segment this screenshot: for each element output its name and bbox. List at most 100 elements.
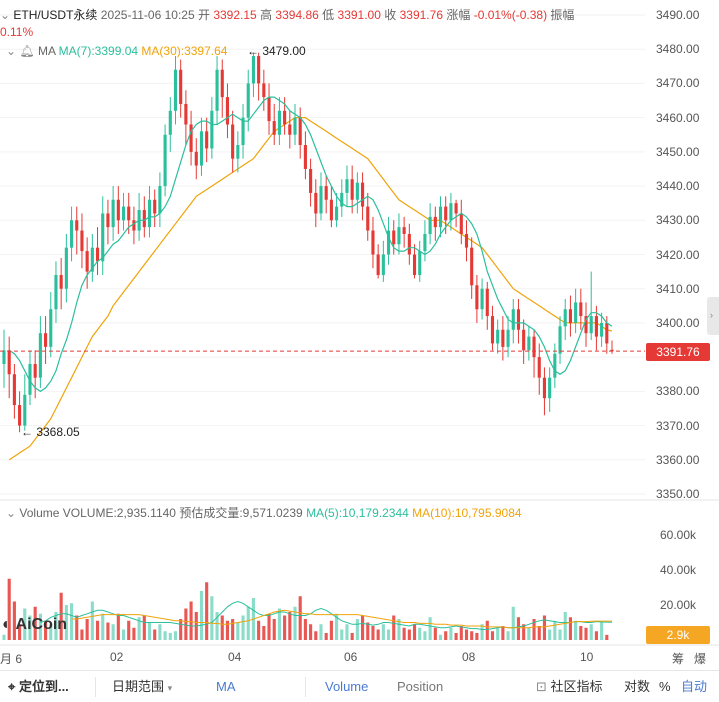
candle-body [516, 309, 521, 330]
volume-bar [64, 605, 68, 640]
volume-bar [563, 612, 567, 640]
collapse-icon[interactable]: ⌄ [6, 44, 17, 58]
ma30-legend: MA(30):3397.64 [141, 44, 228, 58]
volume-bar [392, 615, 396, 640]
candle-body [350, 179, 354, 200]
candle-body [407, 233, 411, 255]
ma-legend: ⌄ 🔔︎ MA MA(7):3399.04 MA(30):3397.64 [6, 44, 227, 58]
volume-ma5-line [40, 600, 613, 630]
volume-bar [173, 631, 178, 640]
candle-body [563, 309, 567, 327]
volume-bar [163, 631, 167, 640]
candle-body [12, 374, 16, 406]
log-scale-toggle[interactable]: 对数 [624, 679, 651, 694]
candle-body [371, 230, 375, 255]
amplitude-value: 0.11% [0, 25, 34, 39]
volume-bar [69, 603, 74, 640]
candle-body [246, 83, 250, 118]
volume-bar [153, 629, 157, 640]
volume-legend: ⌄ Volume VOLUME:2,935.1140 预估成交量:9,571.0… [6, 506, 522, 520]
candle-body [454, 203, 458, 214]
volume-bar [542, 615, 547, 640]
candle-body [412, 254, 417, 276]
chart-canvas[interactable] [0, 0, 719, 670]
volume-bar [205, 582, 209, 640]
ma-legend-label[interactable]: MA [37, 44, 56, 58]
candle-body [444, 206, 448, 221]
bell-icon[interactable]: 🔔︎ [19, 44, 35, 58]
candle-body [121, 206, 126, 221]
volume-bar [246, 606, 250, 640]
candle-body [548, 377, 552, 399]
liquidation-button[interactable]: 爆 [694, 652, 707, 666]
candle-body [470, 247, 474, 286]
close-label: 收 [384, 8, 397, 22]
percent-toggle[interactable]: % [659, 679, 671, 694]
change-value: -0.01%(-0.38) [473, 8, 548, 22]
candle-body [132, 220, 136, 231]
date-range-button[interactable]: 日期范围 ▾ [112, 671, 172, 702]
goto-button[interactable]: ⌖ 定位到... [8, 671, 69, 702]
candle-body [38, 333, 42, 378]
volume-bar [293, 606, 297, 640]
last-price-tag: 3391.76 [646, 343, 710, 361]
candle-body [44, 333, 48, 347]
volume-bar [584, 627, 588, 640]
volume-bar [147, 622, 152, 640]
volume-bar [438, 634, 443, 640]
candle-body [158, 186, 162, 214]
price-tick: 3410.00 [656, 281, 700, 296]
candle-body [90, 247, 94, 272]
time-tick: 08 [462, 650, 476, 664]
volume-bar [371, 626, 375, 640]
volume-bar [314, 631, 318, 640]
volume-bar [303, 619, 307, 640]
collapse-icon[interactable]: ⌄ [6, 506, 17, 520]
candle-body [173, 69, 178, 111]
candle-body [345, 179, 349, 193]
volume-toggle[interactable]: Volume [325, 679, 369, 694]
auto-scale-toggle[interactable]: 自动 [681, 679, 708, 694]
candle-body [480, 288, 484, 310]
price-tick: 3370.00 [656, 418, 700, 433]
candle-body [423, 233, 427, 252]
logo-text: AiCoin [15, 616, 68, 633]
candle-body [355, 182, 359, 200]
volume-bar [189, 601, 193, 640]
symbol-label[interactable]: ETH/USDT永续 [13, 8, 98, 22]
price-tick: 3460.00 [656, 110, 700, 125]
volume-legend-label[interactable]: Volume [19, 506, 60, 520]
volume-bar [511, 606, 515, 640]
volume-bar [402, 627, 406, 640]
candle-body [283, 110, 287, 125]
collapse-icon[interactable]: ⌄ [0, 8, 11, 22]
chip-distribution-button[interactable]: 筹 [672, 652, 685, 666]
volume-bar [537, 626, 541, 640]
candle-body [392, 230, 396, 245]
volume-bar [12, 601, 16, 640]
indicators-button[interactable]: ⊡ 社区指标 [536, 671, 603, 702]
volume-bar [90, 601, 94, 640]
candle-body [262, 83, 266, 98]
volume-bar [485, 620, 489, 640]
position-toggle[interactable]: Position [397, 679, 444, 694]
volume-bar [215, 612, 219, 640]
volume-value: VOLUME:2,935.1140 [62, 506, 176, 520]
candle-body [610, 349, 614, 352]
candle-body [147, 199, 152, 228]
candle-body [574, 302, 578, 323]
candle-body [386, 230, 391, 255]
volume-bar [423, 631, 427, 640]
volume-bar [418, 627, 422, 640]
crosshair-icon: ⌖ [8, 679, 16, 694]
candle-body [324, 186, 328, 200]
volume-bar [49, 624, 53, 640]
candle-body [558, 326, 562, 354]
candle-body [418, 251, 422, 276]
volume-bar [59, 592, 63, 640]
date-range-label: 日期范围 [112, 679, 165, 694]
volume-ma-layer [40, 600, 613, 630]
panel-collapse-handle[interactable]: › [707, 297, 719, 335]
ma-toggle[interactable]: MA [216, 679, 236, 694]
